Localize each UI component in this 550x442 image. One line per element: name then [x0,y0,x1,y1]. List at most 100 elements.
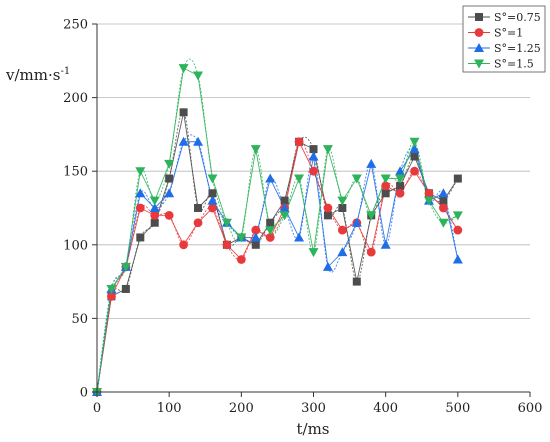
series-3-point [322,261,333,271]
series-1-smooth-curve [96,111,459,393]
legend-label: S°=1.25 [494,42,541,55]
series-3-point [452,254,463,264]
series-1-point [453,174,462,183]
y-tick-label: 50 [71,312,88,327]
series-3-point [164,188,175,198]
series-4-point [366,211,377,221]
series-4-point [178,64,189,74]
series-markers [92,64,463,397]
series-2-point [453,225,463,235]
series-4-point [322,145,333,155]
series-3-point [178,136,189,146]
legend-label: S°=0.75 [494,11,541,24]
series-1-point [208,189,217,198]
y-axis-title: v/mm·s-1 [5,66,70,84]
y-axis-ticks: 0 50 100 150 200 250 [63,18,97,401]
series-3-point [308,151,319,161]
series-2-point [265,233,275,242]
series-4-point [308,248,319,258]
series-4-point [395,174,406,184]
series-2-point [150,210,160,220]
x-tick-label: 500 [445,401,470,416]
series-1-point [121,284,130,293]
series-4-point [438,218,449,228]
series-4-point [193,71,204,81]
series-3-point [351,217,362,227]
axes [96,24,530,393]
series-1-line [96,112,459,393]
series-4-point [380,174,391,184]
series-3-point [366,158,377,168]
legend-label: S°=1 [494,27,523,40]
series-3-point [135,188,146,198]
series-1-point [309,145,318,154]
series-2-point [208,203,217,213]
y-tick-label: 250 [63,18,88,33]
series-4-point [221,218,232,228]
series-2-point [309,166,318,176]
series-2-point [222,240,232,250]
y-tick-label: 150 [63,165,88,180]
series-2-point [294,137,304,147]
x-tick-label: 600 [518,401,543,416]
series-4-point [236,233,247,243]
series-2-point [251,225,261,235]
series-3-point [337,247,348,257]
series-4-point [250,145,261,155]
legend-label: S°=1.5 [494,58,534,71]
series-3-point [279,203,290,212]
y-tick-label: 100 [63,238,88,253]
series-2-point [424,188,434,198]
series-1-point [439,196,448,205]
series-3-point [207,195,218,205]
x-tick-label: 400 [373,401,398,416]
series-3-point [193,136,204,146]
series-4-point [351,174,362,184]
legend-marker [475,13,483,21]
y-tick-label: 200 [63,91,88,106]
legend-marker [474,28,484,37]
x-tick-label: 100 [157,401,182,416]
series-2-point [439,203,448,213]
series-3-point [149,203,160,212]
series-3-point [409,144,420,154]
series-4-point [106,284,117,294]
legend: S°=0.75 S°=1 S°=1.25 S°=1.5 [462,5,546,73]
series-3-point [438,188,449,198]
series-1-point [396,181,405,190]
series-3-point [395,166,406,176]
y-tick-label: 0 [80,386,88,401]
series-4-point [423,196,434,206]
series-4-point [120,262,131,272]
legend-items: S°=0.75 S°=1 S°=1.25 S°=1.5 [468,11,541,71]
x-tick-label: 200 [229,401,254,416]
x-tick-label: 0 [93,401,101,416]
series-1-point [266,218,275,227]
series-2-point [395,188,405,198]
y-axis-title-superscript: -1 [60,66,70,77]
series-4-point [452,211,463,221]
series-4-point [409,137,420,147]
series-3-point [250,232,261,242]
x-axis-title: t/ms [296,420,329,438]
series-4-point [294,174,305,184]
series-1-point [338,204,347,212]
series-2-point [337,225,347,235]
x-axis-ticks: 0 100 200 300 400 500 600 [93,392,543,416]
x-tick-label: 300 [301,401,326,416]
series-4-point [164,159,175,169]
series-1-point [381,189,390,198]
series-1-point [280,196,289,205]
series-1-point [165,174,174,183]
series-4-point [135,167,146,177]
series-2-point [164,210,174,220]
legend-marker [474,59,484,69]
series-4-point [279,211,290,221]
series-4-point [265,226,276,236]
series-2-point [323,203,333,213]
series-2-point [236,255,246,264]
y-axis-title-main: v/mm·s [5,66,60,84]
series-2-point [179,240,189,250]
series-1-point [136,233,145,242]
series-1-point [251,240,260,249]
